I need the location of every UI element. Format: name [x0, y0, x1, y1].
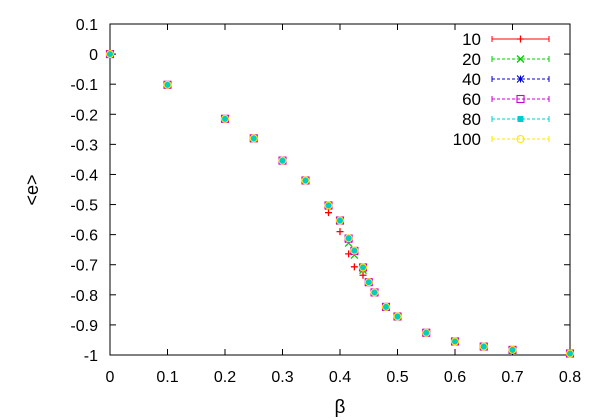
data-point — [393, 312, 402, 321]
data-point — [164, 81, 171, 88]
legend-label: 20 — [462, 50, 481, 69]
data-point — [360, 264, 366, 271]
data-point — [163, 80, 172, 89]
series-60 — [105, 50, 575, 358]
legend-label: 100 — [453, 130, 481, 149]
y-tick-label: -0.2 — [70, 107, 98, 124]
legend-entry: 20 — [462, 50, 550, 69]
x-tick-label: 0 — [106, 369, 115, 386]
legend-entry: 10 — [462, 30, 550, 49]
data-point — [381, 302, 391, 311]
data-point — [350, 263, 358, 271]
series-20 — [106, 50, 574, 358]
x-tick-label: 0.7 — [501, 369, 523, 386]
data-point — [278, 156, 287, 165]
x-tick-label: 0.4 — [329, 369, 351, 386]
legend-label: 60 — [462, 90, 481, 109]
legend-marker — [517, 35, 524, 43]
data-point — [394, 313, 401, 320]
data-point — [452, 338, 458, 345]
plot-frame — [109, 23, 571, 356]
data-point — [222, 115, 228, 122]
legend-entry: 40 — [462, 70, 550, 89]
x-tick-label: 0.6 — [444, 369, 466, 386]
data-point — [335, 216, 345, 225]
x-tick-label: 0.2 — [214, 369, 236, 386]
data-point — [508, 345, 517, 354]
data-point — [422, 328, 431, 337]
data-point — [345, 235, 352, 242]
y-tick-label: -0.3 — [70, 137, 98, 154]
series-100 — [105, 50, 575, 358]
y-tick-label: -0.4 — [70, 167, 98, 184]
y-tick-label: -0.9 — [70, 318, 98, 335]
data-point — [250, 135, 257, 142]
x-tick-label: 0.3 — [271, 369, 293, 386]
y-tick-label: -0.8 — [70, 288, 98, 305]
legend-label: 40 — [462, 70, 481, 89]
data-point — [325, 202, 332, 209]
data-point — [344, 234, 353, 243]
data-point — [358, 263, 368, 272]
data-point — [567, 350, 573, 357]
legend-entry: 80 — [462, 110, 550, 129]
data-point — [301, 176, 310, 185]
data-point — [450, 337, 460, 346]
y-tick-label: -1 — [84, 348, 98, 365]
data-point — [324, 201, 333, 210]
data-point — [565, 349, 575, 358]
data-point — [279, 157, 286, 164]
y-axis-label: <e> — [22, 174, 42, 205]
data-point — [365, 279, 372, 286]
data-point — [336, 228, 344, 236]
x-tick-label: 0.8 — [559, 369, 581, 386]
data-point — [107, 51, 113, 58]
data-point — [509, 346, 516, 353]
data-point — [302, 177, 309, 184]
x-tick-label: 0.5 — [386, 369, 408, 386]
data-point — [479, 342, 488, 351]
data-marks — [105, 50, 575, 358]
legend-marker — [516, 94, 525, 104]
legend-marker — [516, 75, 525, 83]
y-tick-label: 0 — [89, 47, 98, 64]
x-axis-label: β — [335, 397, 346, 418]
y-tick-label: 0.1 — [76, 17, 98, 34]
y-tick-label: -0.5 — [70, 198, 98, 215]
legend-label: 10 — [462, 30, 481, 49]
data-point — [359, 271, 367, 279]
data-point — [370, 288, 379, 297]
y-tick-label: -0.7 — [70, 258, 98, 275]
data-point — [220, 114, 230, 123]
legend-entry: 100 — [453, 130, 550, 149]
legend-entry: 60 — [462, 90, 550, 109]
y-tick-labels: 0.1 0 -0.1 -0.2 -0.3 -0.4 -0.5 -0.6 -0.7 -0.8 -0.9… — [70, 17, 98, 365]
data-point — [337, 217, 343, 224]
data-point — [383, 303, 389, 310]
data-point — [351, 247, 358, 254]
data-point — [480, 343, 487, 350]
data-point — [105, 50, 115, 59]
data-point — [364, 278, 373, 287]
data-point — [423, 329, 430, 336]
series-40 — [106, 50, 574, 358]
legend-marker — [517, 116, 524, 122]
y-tick-label: -0.6 — [70, 228, 98, 245]
x-tick-label: 0.1 — [156, 369, 178, 386]
data-point — [350, 246, 359, 255]
axis-ticks — [109, 23, 571, 356]
x-tick-labels: 0 0.1 0.2 0.3 0.4 0.5 0.6 0.7 0.8 — [106, 369, 582, 386]
data-point — [371, 289, 378, 296]
legend-marker — [516, 55, 525, 63]
legend-marker — [516, 134, 525, 144]
series-10 — [106, 50, 574, 357]
data-point — [249, 134, 258, 143]
data-point — [325, 209, 332, 217]
series-80 — [107, 51, 573, 357]
y-tick-label: -0.1 — [70, 77, 98, 94]
legend-label: 80 — [462, 110, 481, 129]
